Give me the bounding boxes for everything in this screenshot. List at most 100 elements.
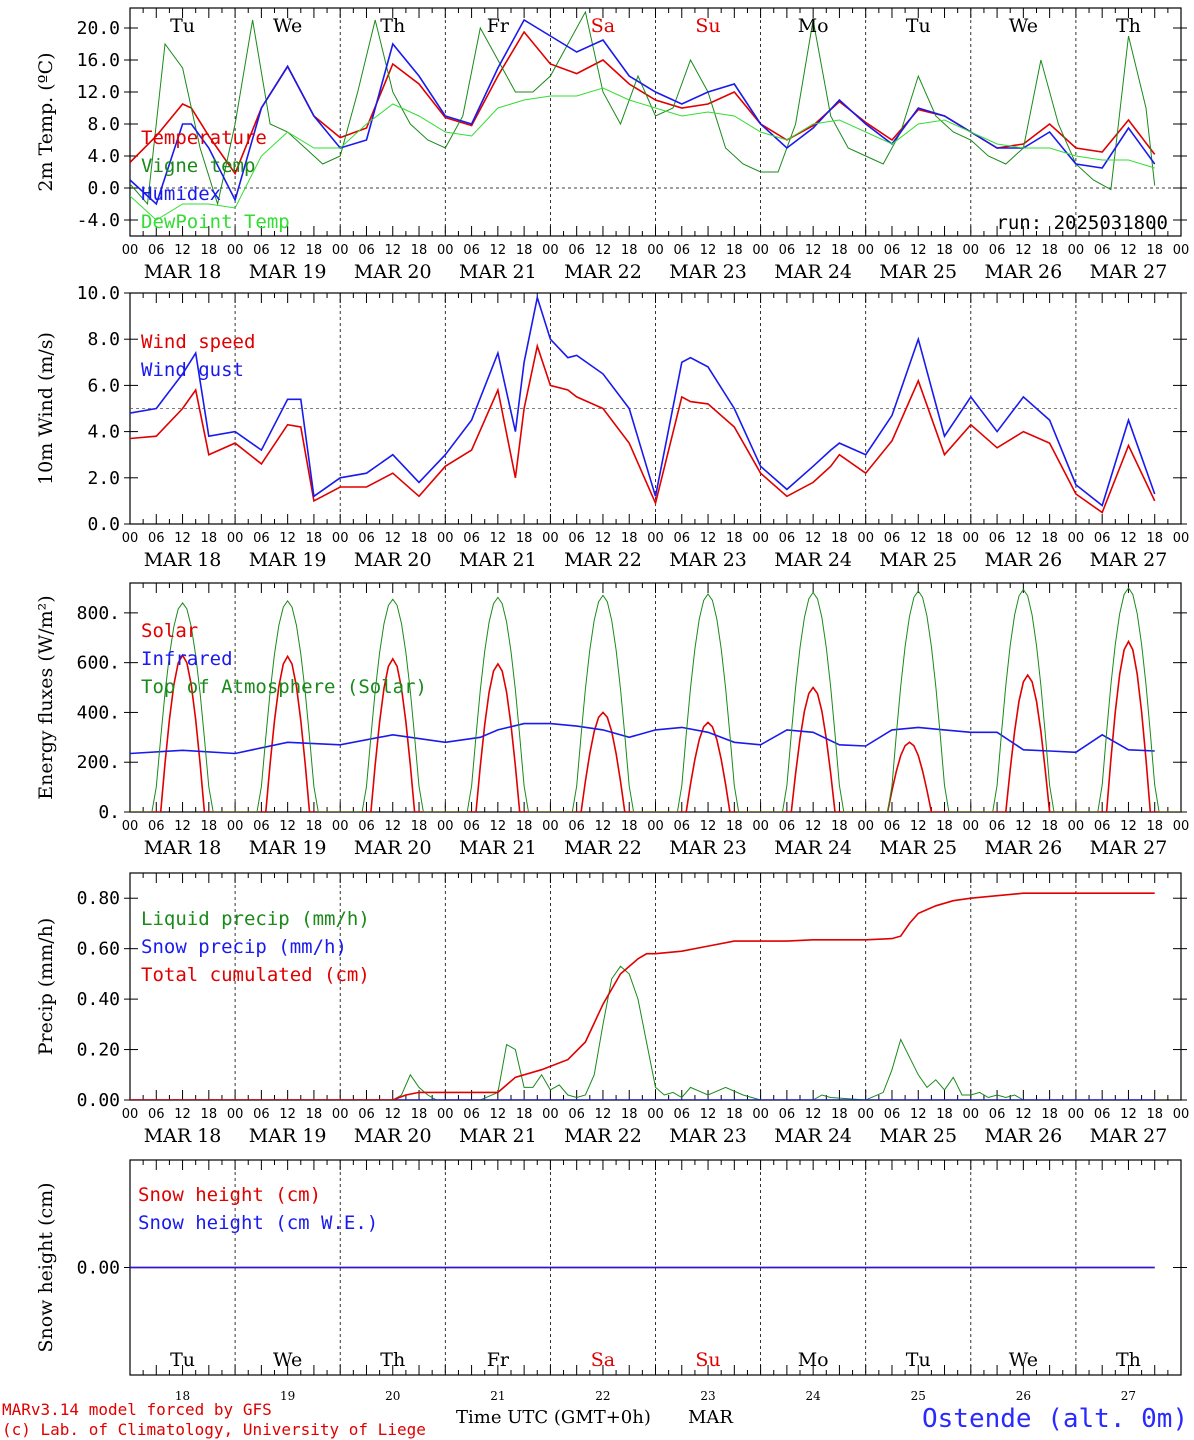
hour-label: 18 [621, 531, 638, 546]
day-number: 19 [280, 1389, 295, 1403]
day-number: 25 [911, 1389, 926, 1403]
day-number: 22 [595, 1389, 610, 1403]
day-name: Th [380, 15, 405, 37]
hour-label: 00 [437, 243, 454, 258]
day-name: Fr [487, 15, 510, 37]
y-axis-label: 10m Wind (m/s) [35, 332, 57, 485]
hour-label: 12 [1015, 819, 1032, 834]
hour-label: 18 [306, 1107, 323, 1122]
hour-label: 12 [174, 1107, 191, 1122]
hour-label: 12 [910, 531, 927, 546]
hour-label: 00 [857, 531, 874, 546]
hour-label: 00 [332, 1107, 349, 1122]
hour-label: 18 [621, 1107, 638, 1122]
hour-label: 06 [463, 531, 480, 546]
hour-label: 06 [674, 531, 691, 546]
y-tick-label: 800. [77, 603, 120, 624]
hour-label: 12 [805, 1107, 822, 1122]
hour-label: 18 [831, 1107, 848, 1122]
date-label: MAR 27 [1090, 261, 1168, 283]
hour-label: 18 [201, 1107, 218, 1122]
y-tick-label: 200. [77, 752, 120, 773]
hour-label: 06 [148, 819, 165, 834]
series-line-solar [130, 639, 1181, 812]
hour-label: 06 [568, 1107, 585, 1122]
hour-label: 12 [174, 531, 191, 546]
hour-label: 06 [1094, 531, 1111, 546]
legend-entry: Wind speed [141, 331, 255, 353]
series-line-top-of-atmosphere-solar- [130, 587, 1181, 812]
legend-entry: Vigne temp [141, 155, 255, 177]
hour-label: 00 [332, 531, 349, 546]
series-line-wind-gust [130, 294, 1156, 507]
hour-label: 18 [621, 819, 638, 834]
day-name: We [1009, 1349, 1038, 1371]
panel-precip [124, 872, 1187, 1101]
date-label: MAR 19 [249, 1125, 327, 1147]
hour-label: 06 [884, 243, 901, 258]
hour-label: 12 [1120, 531, 1137, 546]
hour-label: 06 [989, 819, 1006, 834]
x-axis-title: Time UTC (GMT+0h) [456, 1407, 651, 1428]
date-label: MAR 26 [984, 261, 1062, 283]
hour-label: 12 [174, 243, 191, 258]
hour-label: 18 [621, 243, 638, 258]
day-name: Mo [798, 1349, 829, 1371]
hour-label: 06 [253, 1107, 270, 1122]
hour-label: 06 [463, 243, 480, 258]
hour-label: 00 [227, 819, 244, 834]
run-label: run: 2025031800 [996, 212, 1168, 234]
day-name: Mo [798, 15, 829, 37]
y-axis-label: Snow height (cm) [35, 1182, 57, 1352]
legend-entry: Snow precip (mm/h) [141, 936, 347, 958]
day-number: 27 [1121, 1389, 1136, 1403]
series-line-total-cumulated-cm- [130, 892, 1155, 1100]
hour-label: 18 [726, 531, 743, 546]
hour-label: 06 [148, 1107, 165, 1122]
y-tick-label: 4.0 [87, 422, 120, 443]
hour-label: 18 [516, 243, 533, 258]
hour-label: 12 [1120, 819, 1137, 834]
hour-label: 00 [542, 819, 559, 834]
hour-label: 00 [963, 243, 980, 258]
hour-label: 00 [963, 1107, 980, 1122]
y-tick-label: 16.0 [77, 50, 120, 71]
day-number: 26 [1016, 1389, 1031, 1403]
date-label: MAR 26 [984, 549, 1062, 571]
hour-label: 00 [752, 819, 769, 834]
legend-entry: Temperature [141, 127, 267, 149]
hour-label: 18 [201, 531, 218, 546]
hour-label: 18 [936, 819, 953, 834]
y-tick-label: 0.00 [77, 1258, 120, 1279]
y-tick-label: 8.0 [87, 329, 120, 350]
hour-label: 06 [358, 531, 375, 546]
hour-label: 06 [148, 243, 165, 258]
hour-label: 00 [857, 819, 874, 834]
hour-label: 00 [1173, 531, 1190, 546]
y-tick-label: 0.80 [77, 888, 120, 909]
y-tick-label: 0.0 [87, 178, 120, 199]
hour-label: 12 [384, 243, 401, 258]
hour-label: 00 [647, 243, 664, 258]
hour-label: 12 [384, 531, 401, 546]
hour-label: 06 [463, 1107, 480, 1122]
hour-label: 00 [542, 243, 559, 258]
hour-label: 00 [227, 1107, 244, 1122]
legend-entry: Infrared [141, 648, 233, 670]
day-name: Sa [591, 1349, 615, 1371]
hour-label: 00 [437, 819, 454, 834]
hour-label: 06 [779, 819, 796, 834]
hour-label: 18 [726, 243, 743, 258]
hour-label: 06 [1094, 243, 1111, 258]
day-name: We [273, 15, 302, 37]
hour-label: 06 [884, 531, 901, 546]
series-line-infrared [130, 722, 1155, 755]
day-name: We [273, 1349, 302, 1371]
hour-label: 18 [1041, 243, 1058, 258]
hour-label: 12 [1015, 531, 1032, 546]
hour-label: 12 [279, 1107, 296, 1122]
day-name: Th [1116, 1349, 1141, 1371]
date-label: MAR 23 [669, 837, 747, 859]
date-label: MAR 20 [354, 549, 432, 571]
